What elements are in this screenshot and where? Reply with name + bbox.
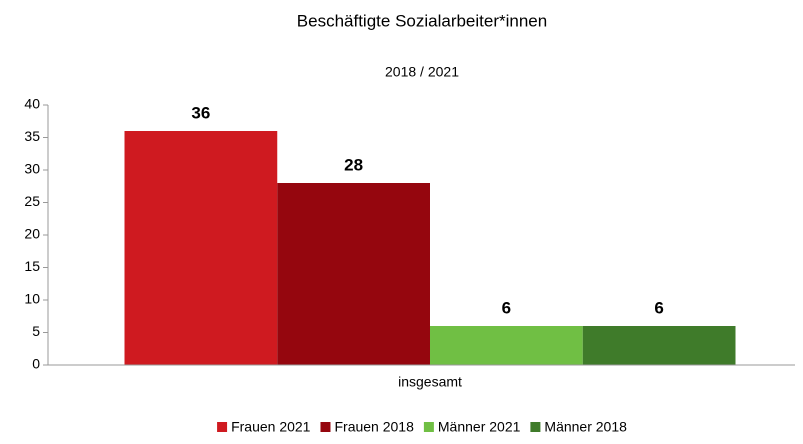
- value-label: 6: [502, 298, 511, 317]
- legend-swatch: [530, 422, 541, 432]
- value-label: 28: [344, 155, 363, 174]
- legend-label: Frauen 2021: [231, 419, 311, 435]
- bar: [277, 183, 430, 365]
- y-tick-label: 10: [24, 291, 40, 307]
- value-label: 36: [191, 103, 210, 122]
- legend-swatch: [320, 422, 331, 432]
- legend-swatch: [423, 422, 434, 432]
- chart-title: Beschäftigte Sozialarbeiter*innen: [297, 11, 547, 30]
- y-tick-label: 25: [24, 193, 40, 209]
- y-tick-label: 5: [32, 323, 40, 339]
- legend-swatch: [217, 422, 228, 432]
- y-tick-label: 0: [32, 356, 40, 372]
- y-tick-label: 40: [24, 96, 40, 112]
- legend-label: Männer 2018: [544, 419, 627, 435]
- chart-subtitle: 2018 / 2021: [385, 64, 459, 80]
- x-tick-label: insgesamt: [398, 374, 462, 390]
- y-tick-label: 30: [24, 161, 40, 177]
- bar: [430, 326, 583, 365]
- bar: [124, 131, 278, 365]
- value-label: 6: [654, 298, 663, 317]
- legend-label: Männer 2021: [438, 419, 521, 435]
- y-tick-label: 35: [24, 128, 40, 144]
- legend-label: Frauen 2018: [334, 419, 414, 435]
- bar: [582, 326, 736, 365]
- y-tick-label: 15: [24, 258, 40, 274]
- y-tick-label: 20: [24, 226, 40, 242]
